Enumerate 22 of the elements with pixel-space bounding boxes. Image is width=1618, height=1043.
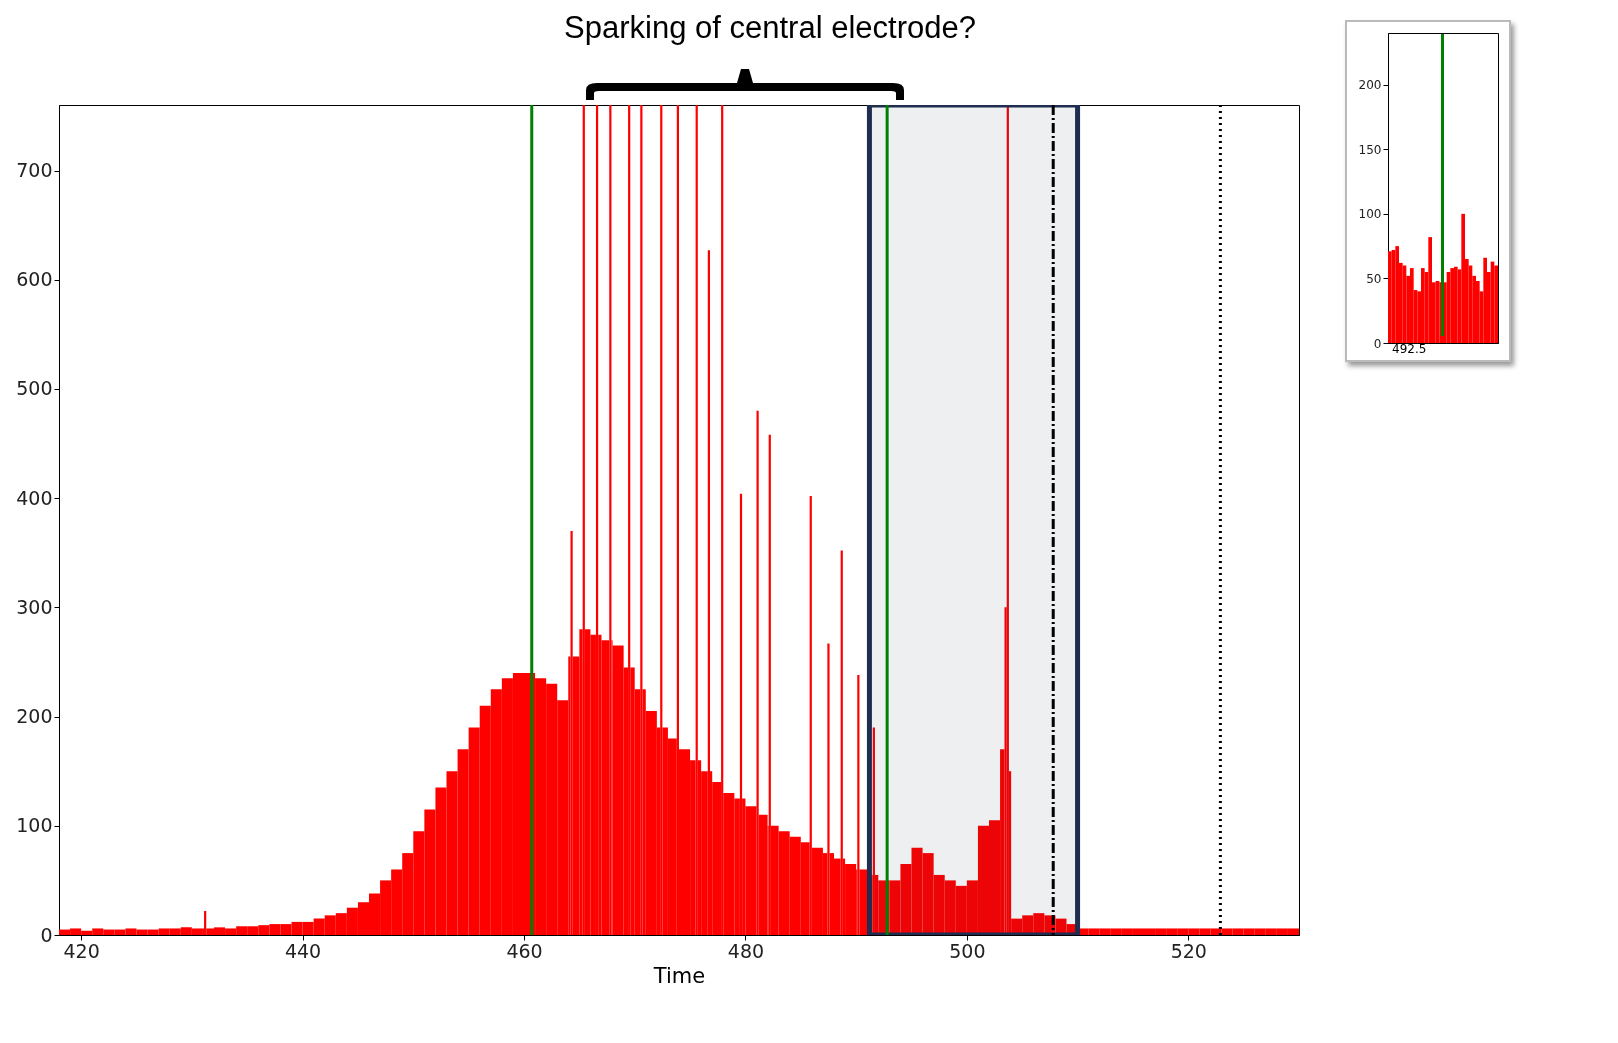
x-tick-label: 440	[284, 939, 322, 962]
y-tick-label: 200	[1358, 78, 1382, 93]
y-tick-label: 100	[1358, 207, 1382, 222]
y-tick-label: 50	[1366, 271, 1382, 286]
y-tick-label: 0	[40, 923, 53, 946]
y-tick-label: 400	[16, 486, 53, 509]
y-tick-label: 200	[16, 705, 53, 728]
y-tick-label: 0	[1373, 336, 1382, 351]
annotation: 492.5	[1392, 342, 1427, 356]
x-tick-label: 500	[949, 939, 986, 962]
y-tick-label: 700	[16, 159, 53, 182]
y-tick-label: 500	[16, 377, 53, 400]
text: Sparking of central electrode?	[563, 10, 977, 46]
y-tick-label: 150	[1358, 142, 1382, 157]
y-tick-label: 600	[16, 268, 53, 291]
y-tick-label: 300	[16, 595, 53, 618]
x-tick-label: 460	[506, 939, 543, 962]
x-tick-label: 420	[63, 939, 100, 962]
x-tick-label: 520	[1170, 939, 1207, 962]
x-axis-title: Time	[652, 963, 706, 988]
x-tick-label: 480	[727, 939, 765, 962]
y-tick-label: 100	[16, 814, 53, 837]
